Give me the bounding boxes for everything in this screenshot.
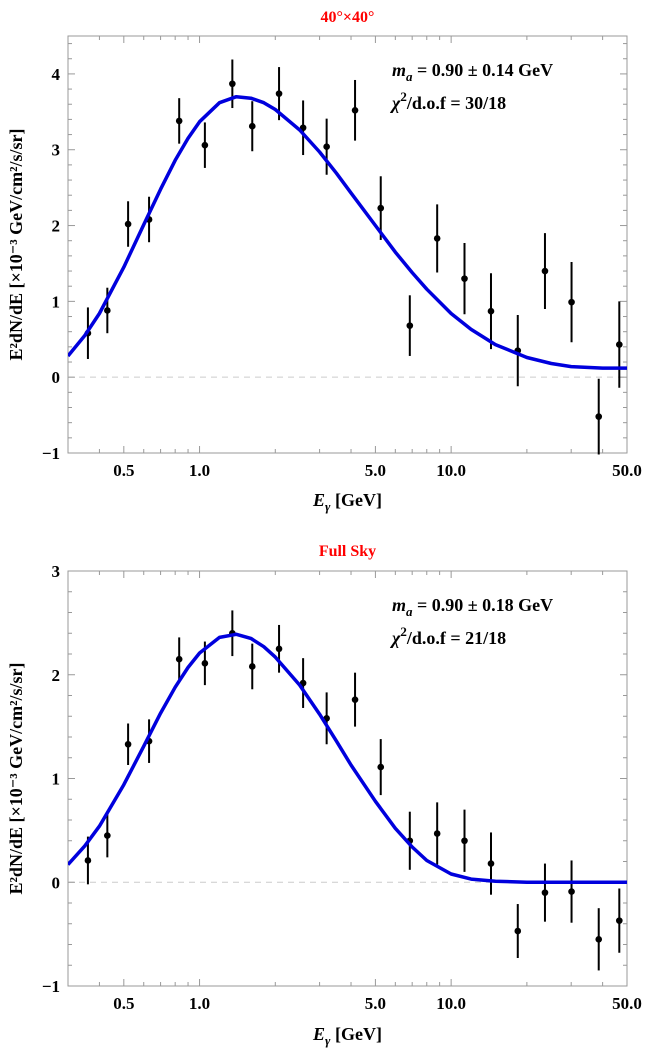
data-point bbox=[461, 837, 468, 845]
data-point bbox=[541, 267, 549, 275]
data-point bbox=[433, 830, 441, 837]
data-point bbox=[406, 322, 414, 329]
x-axis-title: Eγ [GeV] bbox=[312, 490, 382, 514]
x-tick-label: 0.5 bbox=[113, 994, 134, 1013]
data-point bbox=[377, 763, 385, 771]
y-tick-label: 2 bbox=[52, 666, 61, 685]
mass-annotation: ma = 0.90 ± 0.14 GeV bbox=[392, 60, 553, 84]
x-axis-title-main: E bbox=[312, 490, 325, 510]
data-point bbox=[595, 936, 603, 943]
plot-frame bbox=[67, 570, 628, 987]
x-tick-label: 10.0 bbox=[436, 461, 466, 480]
x-tick-label: 1.0 bbox=[189, 461, 210, 480]
y-tick-label: 3 bbox=[52, 562, 61, 581]
plot-frame bbox=[67, 35, 628, 454]
data-point bbox=[201, 141, 209, 149]
x-axis-title-unit: [GeV] bbox=[330, 1024, 381, 1044]
data-point bbox=[568, 298, 575, 306]
data-point bbox=[616, 917, 623, 924]
data-point bbox=[487, 307, 495, 315]
y-tick-label: 1 bbox=[52, 770, 61, 789]
chi2-superscript: 2 bbox=[400, 624, 407, 639]
y-tick-label: 2 bbox=[52, 217, 61, 236]
mass-value: = 0.90 ± 0.18 GeV bbox=[413, 595, 554, 615]
chi2-symbol: χ bbox=[389, 628, 401, 648]
x-tick-label: 0.5 bbox=[113, 461, 134, 480]
mass-subscript: a bbox=[406, 69, 413, 84]
data-point bbox=[248, 663, 256, 670]
data-point bbox=[595, 413, 603, 420]
chi2-value: /d.o.f = 21/18 bbox=[406, 628, 506, 648]
data-point bbox=[124, 220, 132, 228]
data-point bbox=[248, 122, 256, 130]
x-tick-label: 50.0 bbox=[612, 461, 642, 480]
data-point bbox=[104, 832, 111, 839]
x-tick-label: 5.0 bbox=[365, 461, 386, 480]
mass-subscript: a bbox=[406, 604, 413, 619]
x-axis-title-sub: γ bbox=[325, 1033, 331, 1048]
x-axis-title-sub: γ bbox=[325, 499, 331, 514]
data-point bbox=[175, 655, 183, 663]
chart-title: 40°×40° bbox=[321, 9, 375, 26]
data-point bbox=[275, 645, 283, 653]
data-point bbox=[275, 90, 283, 97]
x-axis-title-main: E bbox=[312, 1024, 325, 1044]
data-point bbox=[175, 117, 183, 125]
x-tick-label: 5.0 bbox=[365, 994, 386, 1013]
data-point bbox=[433, 235, 441, 242]
x-tick-label: 50.0 bbox=[612, 994, 642, 1013]
fit-curve bbox=[68, 632, 627, 885]
data-point bbox=[229, 80, 236, 88]
y-axis-title: E²dN/dE [×10⁻³ GeV/cm²/s/sr] bbox=[6, 663, 26, 895]
data-point bbox=[461, 275, 468, 282]
x-axis-title-unit: [GeV] bbox=[330, 490, 381, 510]
y-tick-label: −1 bbox=[42, 977, 60, 996]
chi2-annotation: χ2/d.o.f = 21/18 bbox=[389, 624, 506, 648]
y-tick-label: 0 bbox=[52, 368, 61, 387]
chi2-annotation: χ2/d.o.f = 30/18 bbox=[389, 89, 506, 113]
data-point bbox=[351, 696, 359, 703]
data-point bbox=[124, 740, 132, 748]
y-tick-label: −1 bbox=[42, 444, 60, 463]
y-tick-label: 4 bbox=[52, 65, 61, 84]
data-point bbox=[487, 860, 495, 867]
x-tick-label: 1.0 bbox=[189, 994, 210, 1013]
y-tick-label: 3 bbox=[52, 141, 61, 160]
data-point bbox=[323, 143, 330, 150]
data-point bbox=[351, 107, 359, 114]
chi2-superscript: 2 bbox=[400, 89, 407, 104]
data-point bbox=[514, 927, 522, 935]
data-point bbox=[84, 857, 92, 864]
mass-annotation: ma = 0.90 ± 0.18 GeV bbox=[392, 595, 553, 619]
data-point bbox=[541, 889, 549, 896]
y-tick-label: 1 bbox=[52, 292, 61, 311]
y-axis-title: E²dN/dE [×10⁻³ GeV/cm²/s/sr] bbox=[6, 129, 26, 361]
chi2-value: /d.o.f = 30/18 bbox=[406, 93, 506, 113]
x-axis-title: Eγ [GeV] bbox=[312, 1024, 382, 1048]
data-point bbox=[377, 204, 385, 212]
y-tick-label: 0 bbox=[52, 873, 61, 892]
chi2-symbol: χ bbox=[389, 93, 401, 113]
x-tick-label: 10.0 bbox=[436, 994, 466, 1013]
fit-curve bbox=[68, 94, 627, 370]
mass-value: = 0.90 ± 0.14 GeV bbox=[413, 60, 554, 80]
chart-title: Full Sky bbox=[319, 543, 376, 560]
data-point bbox=[616, 341, 623, 348]
mass-symbol: m bbox=[392, 595, 406, 615]
data-point bbox=[568, 888, 575, 895]
data-point bbox=[104, 307, 111, 314]
mass-symbol: m bbox=[392, 60, 406, 80]
data-point bbox=[201, 660, 209, 667]
